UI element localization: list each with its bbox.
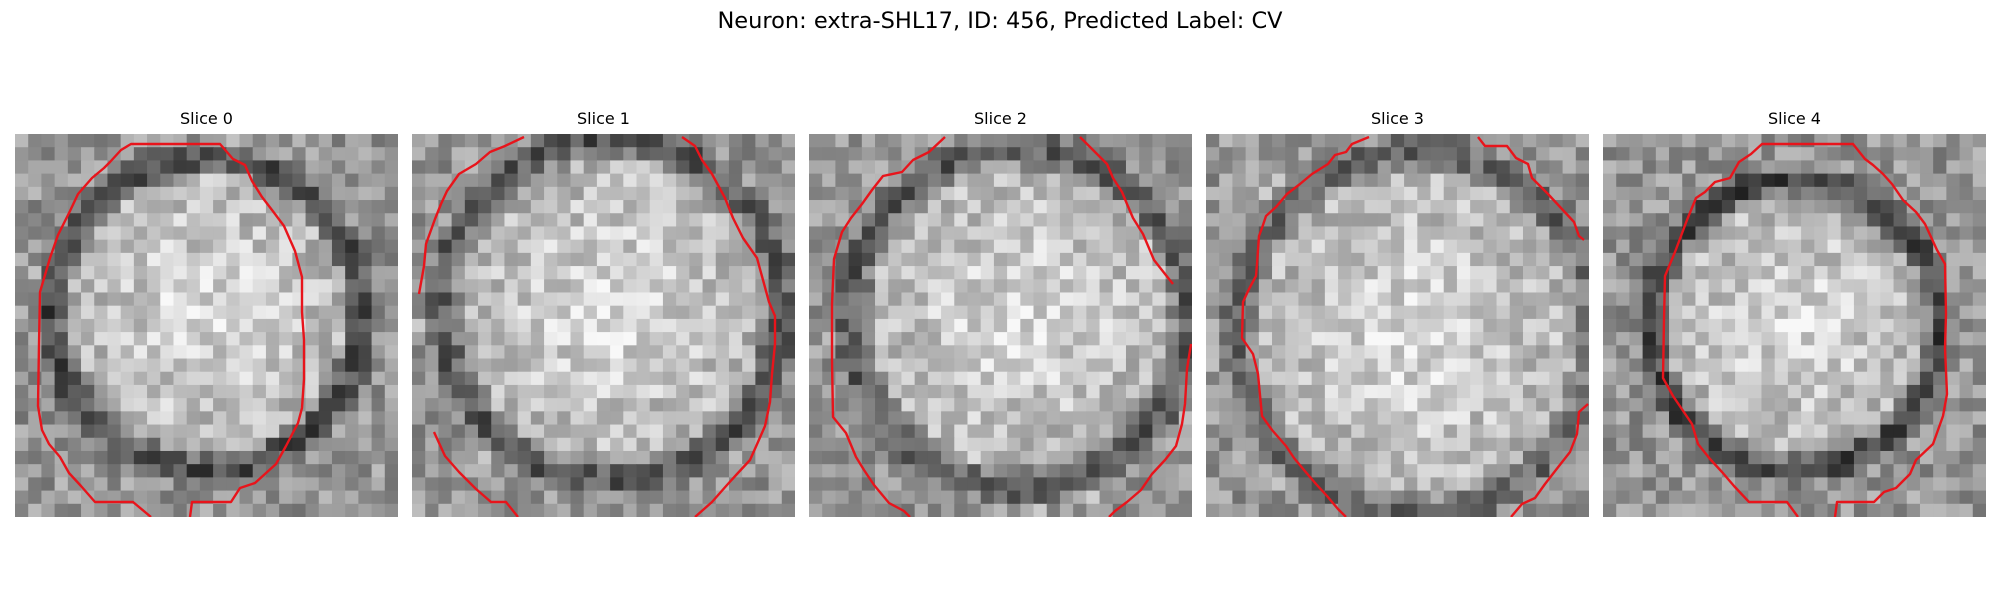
contour-line [830,136,946,517]
slice-image [1206,134,1589,517]
contour-line [1108,343,1192,517]
slice-panel-1: Slice 1 [412,108,795,517]
contour-line [1079,136,1174,285]
slice-title: Slice 0 [180,109,233,128]
slice-title: Slice 4 [1768,109,1821,128]
contour-line [36,142,306,517]
slice-panel-4: Slice 4 [1603,108,1986,517]
figure-title: Neuron: extra-SHL17, ID: 456, Predicted … [717,8,1283,34]
contour-line [1510,403,1589,517]
contour-line [1240,135,1370,517]
slice-image [809,134,1192,517]
slice-title: Slice 3 [1371,109,1424,128]
slice-image [15,134,398,517]
contour-line [432,431,519,517]
contour-line [417,135,525,295]
slice-panel-0: Slice 0 [15,108,398,517]
slice-panel-2: Slice 2 [809,108,1192,517]
contour-line [1661,142,1949,517]
contour-line [1477,136,1585,241]
slice-image [412,134,795,517]
slice-image [1603,134,1986,517]
slice-title: Slice 1 [577,109,630,128]
contour-line [681,136,777,517]
slice-title: Slice 2 [974,109,1027,128]
slice-panel-3: Slice 3 [1206,108,1589,517]
